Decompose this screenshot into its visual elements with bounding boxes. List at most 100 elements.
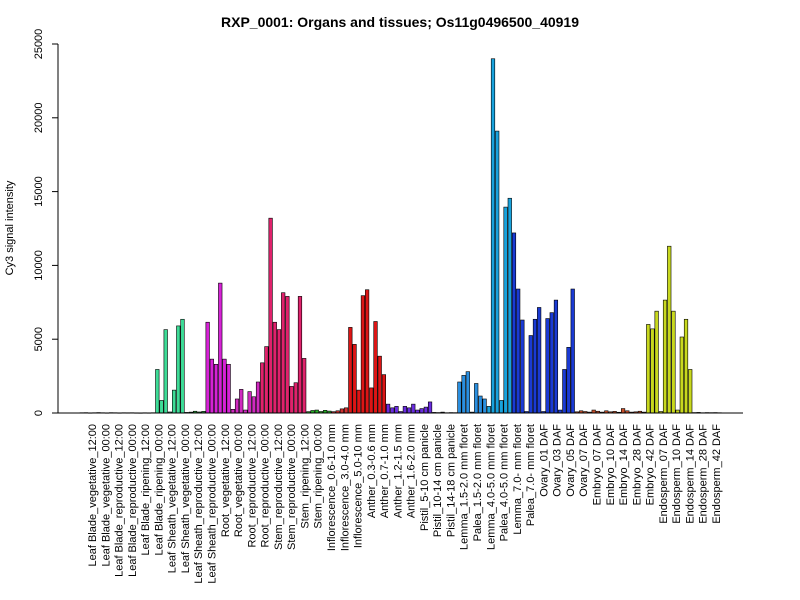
category-label: Leaf Blade_reproductive_12:00	[114, 424, 126, 577]
bar	[427, 401, 433, 414]
bar	[155, 369, 160, 414]
bar	[620, 408, 626, 414]
bar	[402, 406, 407, 414]
bar	[176, 325, 181, 414]
bar	[348, 327, 353, 414]
bar	[289, 386, 294, 414]
category-label: Stem_reproductive_12:00	[273, 424, 285, 550]
bar	[260, 362, 265, 414]
category-label: Leaf Blade_vegetative_00:00	[100, 424, 112, 567]
bar	[293, 382, 298, 414]
bar	[495, 130, 500, 414]
category-label: Inflorescence_3.0-4.0 mm	[339, 424, 351, 551]
category-label: Endosperm_10 DAF	[671, 424, 683, 524]
category-label: Lemma_1.5-2.0 mm floret	[459, 424, 471, 550]
category-label: Root_reproductive_12:00	[246, 424, 258, 548]
bar	[234, 398, 240, 414]
category-label: Endosperm_42 DAF	[711, 424, 723, 524]
category-label: Anther_0.7-1.0 mm	[379, 424, 391, 518]
category-label: Pistil_14-18 cm panicle	[446, 424, 458, 537]
bar	[247, 391, 252, 414]
category-label: Inflorescence_5.0-10 mm	[353, 424, 365, 548]
bar	[394, 406, 399, 414]
category-label: Leaf Blade_reproductive_00:00	[127, 424, 139, 577]
category-label: Endosperm_07 DAF	[658, 424, 670, 524]
bar	[356, 389, 361, 414]
y-axis-label: Cy3 signal intensity	[4, 180, 16, 275]
category-label: Root_vegetative_12:00	[220, 424, 232, 537]
bar	[352, 344, 357, 414]
bar	[213, 363, 219, 414]
bar	[369, 387, 374, 414]
bar	[549, 312, 554, 414]
category-label: Leaf Sheath_reproductive_00:00	[207, 424, 219, 584]
category-label: Anther_0.3-0.6 mm	[366, 424, 378, 518]
bar	[423, 406, 428, 414]
category-label: Palea_4.0-5.0 mm floret	[499, 424, 511, 541]
bar	[499, 400, 504, 414]
bar	[486, 406, 491, 414]
bar	[230, 409, 235, 414]
y-tick-label: 0	[33, 410, 45, 416]
bar	[226, 363, 231, 414]
bar	[461, 375, 466, 414]
bar	[683, 318, 689, 414]
category-label: Lemma_4.0-5.0 mm floret	[485, 424, 497, 550]
bar	[255, 381, 261, 414]
bar	[457, 381, 462, 414]
bar	[344, 407, 349, 414]
category-label: Palea_1.5-2.0 mm floret	[472, 424, 484, 541]
category-label: Leaf Sheath_vegetative_00:00	[180, 424, 192, 573]
category-label: Endosperm_28 DAF	[698, 424, 710, 524]
category-label: Lemma_7.0- mm floret	[512, 424, 524, 535]
category-label: Embryo_10 DAF	[605, 424, 617, 506]
bar	[373, 321, 378, 414]
category-label: Leaf Blade_ripening_12:00	[140, 424, 152, 556]
bar	[209, 358, 214, 414]
category-label: Endosperm_14 DAF	[684, 424, 696, 524]
bar	[553, 299, 559, 414]
bar	[218, 282, 223, 414]
category-label: Stem_ripening_00:00	[313, 424, 325, 529]
category-label: Embryo_07 DAF	[592, 424, 604, 506]
chart-title: RXP_0001: Organs and tissues; Os11g04965…	[221, 14, 579, 30]
bar	[180, 318, 185, 414]
y-tick-label: 20000	[33, 103, 45, 134]
bar	[507, 197, 512, 414]
bar	[465, 371, 470, 414]
bar	[532, 318, 538, 414]
bar	[239, 389, 244, 414]
bar	[222, 358, 227, 414]
category-label: Ovary_03 DAF	[552, 424, 564, 497]
bar	[516, 288, 521, 414]
category-label: Anther_1.2-1.5 mm	[392, 424, 404, 518]
category-label: Embryo_42 DAF	[645, 424, 657, 506]
bar	[297, 296, 303, 414]
bar	[528, 335, 533, 414]
bar	[205, 321, 210, 414]
bar	[490, 58, 496, 414]
category-label: Leaf Blade_ripening_00:00	[153, 424, 165, 556]
bar	[411, 403, 416, 414]
bar	[264, 346, 269, 414]
category-label: Leaf Sheath_reproductive_12:00	[193, 424, 205, 584]
category-label: Ovary_05 DAF	[565, 424, 577, 497]
bar	[339, 408, 345, 414]
bar	[667, 245, 672, 414]
bar	[163, 329, 168, 414]
bar	[474, 383, 479, 414]
bar	[671, 310, 676, 414]
bar	[159, 400, 164, 414]
category-label: Pistil_5-10 cm panicle	[419, 424, 431, 531]
bar	[285, 296, 290, 414]
bars	[79, 58, 722, 414]
category-labels: Leaf Blade_vegetative_12:00 Leaf Blade_ve…	[87, 424, 723, 584]
category-label: Ovary_07 DAF	[578, 424, 590, 497]
bar	[360, 295, 366, 414]
bar	[646, 324, 651, 414]
category-label: Leaf Sheath_vegetative_12:00	[167, 424, 179, 573]
category-label: Root_vegetative_00:00	[233, 424, 245, 537]
bar	[650, 328, 655, 414]
bar	[511, 232, 517, 414]
bar	[419, 408, 424, 414]
